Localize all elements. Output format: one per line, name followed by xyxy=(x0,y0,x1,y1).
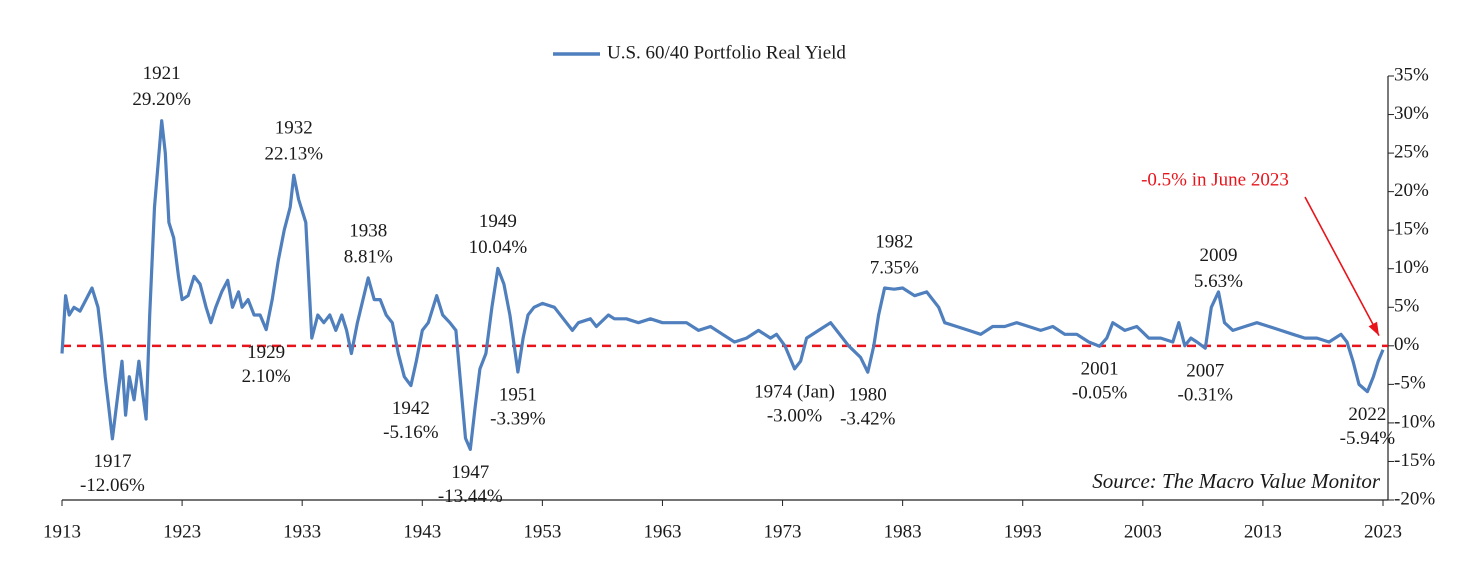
annotation-label: 2007 xyxy=(1186,361,1224,382)
x-tick-label: 2003 xyxy=(1124,521,1162,542)
x-tick-label: 1943 xyxy=(403,521,441,542)
annotation-label: 2022 xyxy=(1348,404,1386,425)
annotation-value: 5.63% xyxy=(1194,271,1243,292)
annotation-label: 1980 xyxy=(849,385,887,406)
annotation-value: -12.06% xyxy=(80,475,145,496)
annotation-value: -3.00% xyxy=(767,405,823,426)
annotation-label: 1921 xyxy=(143,63,181,84)
annotation-value: -13.44% xyxy=(438,486,503,507)
annotation-value: -0.31% xyxy=(1178,385,1234,406)
x-tick-label: 1933 xyxy=(283,521,321,542)
annotation-label: 1932 xyxy=(275,118,313,139)
y-tick-label: 10% xyxy=(1394,257,1429,278)
y-tick-label: 0% xyxy=(1394,334,1420,355)
annotation-label: 2001 xyxy=(1081,359,1119,380)
x-tick-label: 1993 xyxy=(1004,521,1042,542)
y-tick-label: -5% xyxy=(1394,373,1426,394)
annotation-value: 10.04% xyxy=(469,237,528,258)
y-tick-label: 35% xyxy=(1394,64,1429,85)
callout-arrow xyxy=(1304,196,1380,337)
annotation-label: 1929 xyxy=(247,342,285,363)
x-tick-label: 2013 xyxy=(1244,521,1282,542)
annotation-value: -3.39% xyxy=(490,408,546,429)
annotation-label: 1951 xyxy=(499,384,537,405)
callout-arrowhead xyxy=(1368,321,1379,336)
annotation-value: 8.81% xyxy=(344,246,393,267)
x-tick-label: 1913 xyxy=(43,521,81,542)
annotation-label: 2009 xyxy=(1199,245,1237,266)
y-tick-label: -15% xyxy=(1394,450,1435,471)
source: Source: The Macro Value Monitor xyxy=(1092,469,1381,493)
y-tick-label: 5% xyxy=(1394,296,1420,317)
y-tick-label: 30% xyxy=(1394,103,1429,124)
y-tick-label: 20% xyxy=(1394,180,1429,201)
x-tick-label: 1963 xyxy=(643,521,681,542)
annotation-label: 1982 xyxy=(875,232,913,253)
annotation-label: 1938 xyxy=(349,220,387,241)
x-tick-label: 1953 xyxy=(523,521,561,542)
annotation-label: 1974 (Jan) xyxy=(754,381,835,402)
annotation-value: -5.94% xyxy=(1340,428,1396,449)
annotation-value: 22.13% xyxy=(264,144,323,165)
x-tick-label: 1923 xyxy=(163,521,201,542)
x-tick-label: 2023 xyxy=(1364,521,1402,542)
annotation-label: 1949 xyxy=(479,211,517,232)
annotation-value: -5.16% xyxy=(383,422,439,443)
y-tick-label: 15% xyxy=(1394,219,1429,240)
annotation-label: 1942 xyxy=(392,398,430,419)
annotation-value: -0.05% xyxy=(1072,383,1128,404)
legend-label: U.S. 60/40 Portfolio Real Yield xyxy=(607,42,846,63)
y-tick-label: 25% xyxy=(1394,141,1429,162)
callout-text: -0.5% in June 2023 xyxy=(1141,169,1289,190)
series-line xyxy=(60,119,1385,451)
annotation-value: 29.20% xyxy=(132,89,191,110)
annotation-label: 1947 xyxy=(451,462,489,483)
annotation-value: 7.35% xyxy=(870,258,919,279)
annotation-label: 1917 xyxy=(93,451,131,472)
y-tick-label: -10% xyxy=(1394,411,1435,432)
x-tick-label: 1983 xyxy=(884,521,922,542)
annotation-value: 2.10% xyxy=(242,366,291,387)
y-tick-label: -20% xyxy=(1394,488,1435,509)
annotation-value: -3.42% xyxy=(840,409,896,430)
x-tick-label: 1973 xyxy=(764,521,802,542)
